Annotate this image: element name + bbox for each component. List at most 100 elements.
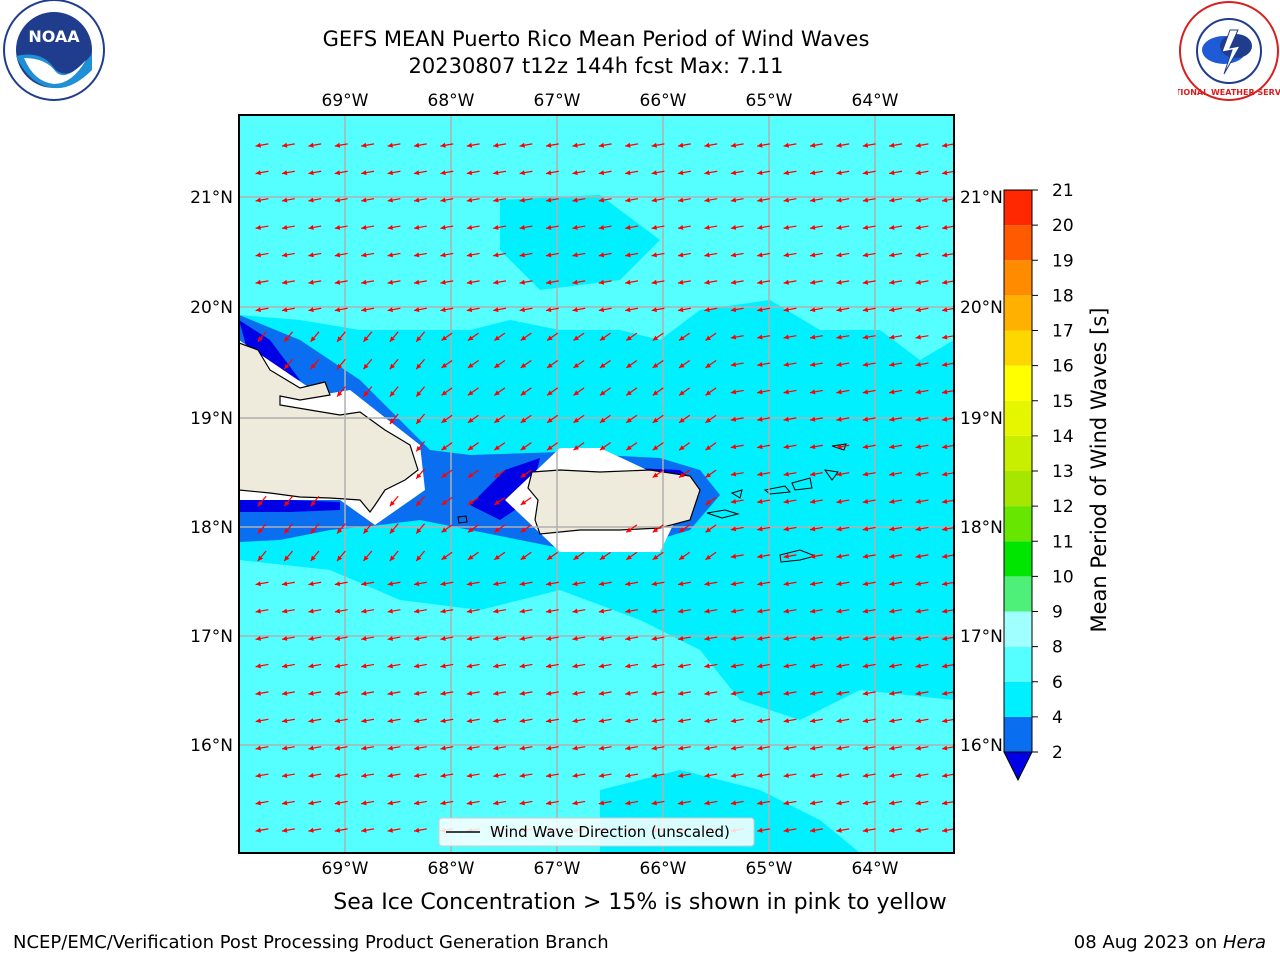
direction-arrowhead-8 [466, 142, 473, 148]
direction-arrowhead-609 [889, 772, 895, 778]
direction-arrowhead-346 [284, 528, 290, 534]
direction-arrowhead-387 [730, 553, 737, 559]
direction-arrowhead-356 [626, 527, 632, 533]
direction-arrowhead-343 [915, 498, 921, 504]
direction-arrowhead-59 [387, 197, 393, 203]
direction-arrowhead-399 [334, 581, 341, 587]
direction-arrowhead-180 [730, 307, 737, 313]
direction-arrowhead-206 [705, 335, 712, 341]
colorbar-tick-label-20: 20 [1052, 216, 1074, 236]
direction-arrowhead-440 [704, 608, 710, 614]
direction-arrowhead-477 [255, 663, 261, 669]
direction-arrowhead-1 [281, 142, 288, 148]
direction-arrowhead-22 [836, 142, 842, 148]
direction-arrowhead-214 [915, 334, 921, 340]
direction-arrowhead-468 [730, 635, 737, 641]
direction-arrowhead-36 [493, 170, 499, 176]
direction-arrowhead-362 [783, 526, 789, 532]
direction-arrowhead-74 [783, 197, 789, 203]
direction-arrowhead-436 [598, 608, 605, 614]
puerto-rico-land [527, 469, 701, 535]
direction-arrowhead-640 [281, 827, 288, 833]
direction-arrowhead-238 [862, 361, 869, 367]
direction-arrowhead-557 [941, 718, 948, 724]
direction-arrowhead-551 [783, 718, 789, 724]
direction-arrowhead-604 [757, 772, 763, 778]
direction-arrowhead-429 [413, 608, 420, 614]
colorbar-extend-arrow [1003, 751, 1033, 782]
direction-arrowhead-613 [281, 800, 288, 806]
direction-arrowhead-213 [889, 334, 895, 340]
direction-arrowhead-140 [387, 279, 393, 285]
direction-arrowhead-495 [730, 663, 737, 669]
direction-arrowhead-239 [889, 361, 895, 367]
direction-arrowhead-603 [730, 772, 737, 778]
direction-arrowhead-606 [809, 772, 816, 778]
direction-arrowhead-110 [308, 252, 314, 258]
direction-arrowhead-38 [545, 170, 552, 176]
direction-arrowhead-13 [598, 142, 605, 148]
lon-label-bottom-3: 66°W [640, 859, 687, 879]
direction-arrowhead-624 [572, 800, 578, 806]
direction-arrowhead-137 [308, 279, 314, 285]
direction-arrowhead-181 [757, 307, 763, 313]
direction-arrowhead-132 [889, 252, 895, 258]
direction-arrowhead-395 [941, 553, 948, 559]
direction-arrowhead-455 [387, 635, 393, 641]
direction-arrowhead-41 [625, 170, 631, 176]
direction-arrowhead-256 [705, 390, 712, 396]
direction-arrowhead-488 [545, 663, 552, 669]
direction-arrowhead-196 [441, 335, 448, 341]
direction-arrowhead-290 [467, 445, 474, 451]
direction-arrowhead-279 [730, 416, 737, 422]
direction-arrowhead-611 [941, 772, 948, 778]
direction-arrowhead-505 [281, 690, 288, 696]
direction-arrowhead-135 [255, 279, 261, 285]
direction-arrowhead-582 [889, 745, 895, 751]
direction-arrowhead-541 [519, 718, 525, 724]
direction-arrowhead-486 [493, 663, 499, 669]
chart-title: GEFS MEAN Puerto Rico Mean Period of Win… [322, 27, 870, 51]
direction-arrowhead-164 [308, 307, 314, 313]
direction-arrowhead-380 [547, 554, 553, 560]
direction-arrowhead-615 [334, 800, 341, 806]
direction-arrowhead-85 [361, 224, 367, 230]
direction-arrowhead-323 [889, 471, 895, 477]
direction-arrowhead-116 [466, 252, 473, 258]
direction-arrowhead-405 [493, 581, 499, 587]
direction-arrowhead-26 [941, 142, 948, 148]
nws-logo-icon: NATIONAL WEATHER SERVICE [1178, 1, 1280, 101]
lon-label-top-5: 64°W [852, 91, 899, 111]
direction-arrowhead-376 [441, 554, 448, 560]
direction-arrowhead-31 [361, 170, 367, 176]
direction-arrowhead-515 [545, 690, 552, 696]
direction-arrowhead-412 [677, 581, 684, 587]
direction-arrowhead-396 [255, 581, 261, 587]
direction-arrowhead-90 [493, 224, 499, 230]
direction-arrowhead-514 [519, 690, 525, 696]
colorbar-tick-label-16: 16 [1052, 357, 1074, 377]
direction-arrowhead-466 [677, 635, 684, 641]
direction-arrowhead-209 [783, 334, 789, 340]
colorbar-bin-11 [1004, 330, 1032, 366]
direction-arrowhead-197 [467, 335, 474, 341]
direction-arrowhead-109 [281, 252, 288, 258]
colorbar-bin-4 [1004, 576, 1032, 612]
direction-arrowhead-402 [413, 581, 420, 587]
direction-arrowhead-471 [809, 635, 816, 641]
direction-arrowhead-664 [915, 827, 921, 833]
map-plot-area [239, 115, 954, 853]
direction-arrowhead-389 [783, 553, 789, 559]
direction-arrowhead-186 [889, 307, 895, 313]
direction-arrowhead-84 [334, 224, 341, 230]
direction-arrowhead-473 [862, 635, 869, 641]
direction-arrowhead-416 [783, 581, 789, 587]
direction-arrowhead-2 [308, 142, 314, 148]
direction-arrowhead-130 [836, 252, 842, 258]
lon-label-top-3: 66°W [640, 91, 687, 111]
direction-arrowhead-372 [337, 555, 343, 561]
direction-arrowhead-100 [757, 224, 763, 230]
direction-arrowhead-663 [889, 827, 895, 833]
direction-arrowhead-482 [387, 663, 393, 669]
footer-date: 08 Aug 2023 on Hera [1074, 932, 1266, 953]
